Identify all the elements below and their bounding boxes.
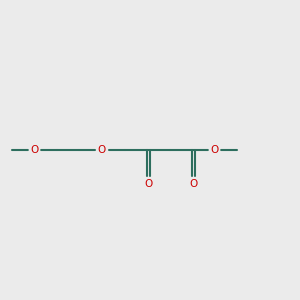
Text: O: O — [30, 145, 39, 155]
Text: O: O — [98, 145, 106, 155]
Text: O: O — [144, 179, 153, 189]
Text: O: O — [210, 145, 219, 155]
Text: O: O — [189, 179, 198, 189]
